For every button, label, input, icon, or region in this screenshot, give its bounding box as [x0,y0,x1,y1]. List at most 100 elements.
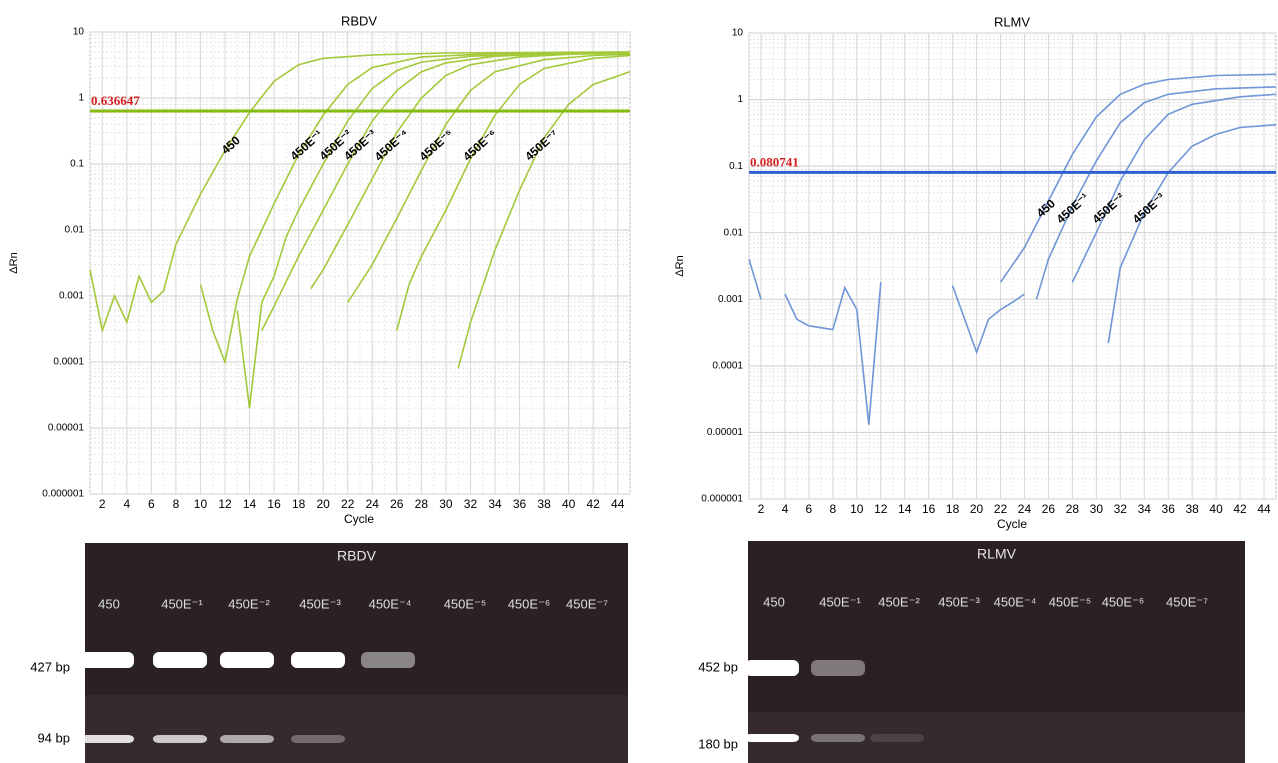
x-tick-label: 10 [194,497,208,511]
x-tick-label: 8 [829,502,836,516]
y-tick-label: 0.01 [724,227,744,238]
x-tick-label: 30 [439,497,453,511]
x-tick-label: 44 [611,497,625,511]
size-marker: 427 bp [30,659,70,674]
x-tick-label: 26 [390,497,404,511]
x-tick-label: 12 [218,497,232,511]
gel-band [80,652,134,668]
x-tick-label: 14 [898,502,912,516]
y-axis-label: ΔRn [8,252,20,273]
x-tick-label: 26 [1042,502,1056,516]
size-marker: 94 bp [37,730,70,745]
gel-image [85,695,628,763]
lane-label: 450E⁻⁴ [994,594,1037,609]
x-tick-label: 6 [806,502,813,516]
x-tick-label: 42 [1233,502,1247,516]
gel-band [811,660,865,676]
x-tick-label: 4 [782,502,789,516]
x-tick-label: 8 [173,497,180,511]
gel-band [361,652,415,668]
x-tick-label: 22 [994,502,1008,516]
chart-title: RLMV [994,14,1030,29]
lane-label: 450E⁻¹ [161,596,203,611]
x-tick-label: 44 [1257,502,1271,516]
gel-band [220,652,274,668]
x-tick-label: 28 [1066,502,1080,516]
y-tick-label: 0.01 [65,225,85,236]
lane-label: 450E⁻³ [938,594,980,609]
gel-band [291,735,345,743]
lane-label: 450E⁻⁷ [566,596,608,611]
y-tick-label: 1 [78,93,84,104]
x-tick-label: 32 [464,497,478,511]
y-tick-label: 0.00001 [48,423,85,434]
figure: 1010.10.010.0010.00010.000010.0000012468… [0,0,1278,763]
lane-label: 450E⁻² [878,594,920,609]
y-tick-label: 0.001 [59,291,84,302]
gel-image [85,543,628,695]
size-marker: 452 bp [698,659,738,674]
x-tick-label: 6 [148,497,155,511]
x-tick-label: 22 [341,497,355,511]
y-tick-label: 0.1 [729,161,743,172]
lane-label: 450E⁻³ [299,596,341,611]
x-tick-label: 18 [292,497,306,511]
lane-label: 450E⁻⁶ [508,596,551,611]
y-tick-label: 0.0001 [712,360,743,371]
x-tick-label: 36 [513,497,527,511]
y-tick-label: 0.1 [70,159,84,170]
lane-label: 450E⁻⁶ [1102,594,1145,609]
x-tick-label: 36 [1162,502,1176,516]
gel-band [870,734,924,742]
gel-image [748,541,1245,712]
y-tick-label: 10 [732,28,744,39]
threshold-label: 0.080741 [750,154,799,169]
lane-label: 450E⁻⁵ [1049,594,1092,609]
y-tick-label: 0.000001 [701,494,743,505]
threshold-label: 0.636647 [91,93,140,108]
gel-band [811,734,865,742]
gel-band [291,652,345,668]
lane-label: 450E⁻⁷ [1166,594,1208,609]
lane-label: 450E⁻² [228,596,270,611]
x-axis-label: Cycle [344,512,374,526]
x-tick-label: 40 [562,497,576,511]
gel-band [745,734,799,742]
x-tick-label: 20 [970,502,984,516]
gel-title: RBDV [337,548,377,564]
y-tick-label: 0.000001 [42,489,84,500]
x-tick-label: 24 [1018,502,1032,516]
y-tick-label: 0.0001 [53,357,84,368]
x-tick-label: 20 [317,497,331,511]
gel-band [220,735,274,743]
y-tick-label: 1 [737,94,743,105]
x-tick-label: 28 [415,497,429,511]
lane-label: 450E⁻⁴ [369,596,412,611]
gel-band [153,735,207,743]
x-tick-label: 2 [99,497,106,511]
gel-band [745,660,799,676]
x-tick-label: 34 [1138,502,1152,516]
y-tick-label: 10 [73,27,85,38]
x-tick-label: 32 [1114,502,1128,516]
lane-label: 450E⁻¹ [819,594,861,609]
lane-label: 450 [763,594,785,609]
x-tick-label: 30 [1090,502,1104,516]
size-marker: 180 bp [698,736,738,751]
x-tick-label: 18 [946,502,960,516]
lane-label: 450 [98,596,120,611]
x-tick-label: 16 [267,497,281,511]
y-tick-label: 0.00001 [707,427,744,438]
chart-title: RBDV [341,13,377,28]
gel-band [80,735,134,743]
gel-title: RLMV [977,546,1017,562]
x-tick-label: 14 [243,497,257,511]
lane-label: 450E⁻⁵ [444,596,487,611]
x-tick-label: 12 [874,502,888,516]
y-tick-label: 0.001 [718,294,743,305]
x-tick-label: 16 [922,502,936,516]
x-tick-label: 42 [587,497,601,511]
x-tick-label: 2 [758,502,765,516]
x-tick-label: 4 [123,497,130,511]
y-axis-label: ΔRn [674,255,686,276]
